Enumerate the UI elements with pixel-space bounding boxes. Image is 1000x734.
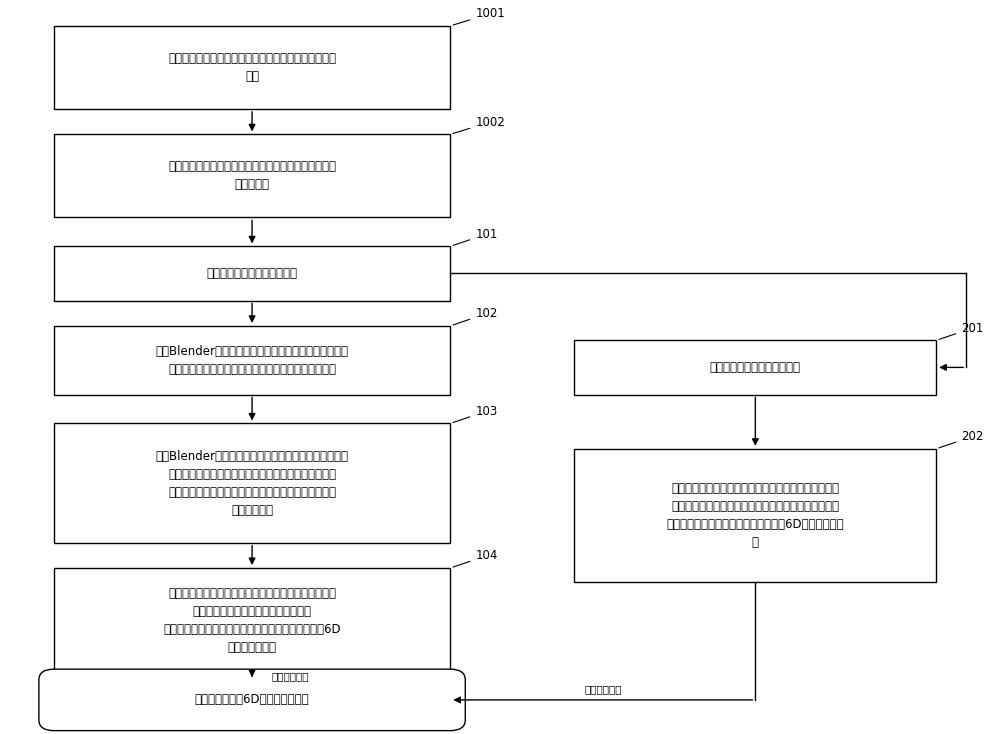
Text: 103: 103	[453, 404, 497, 423]
FancyBboxPatch shape	[54, 424, 450, 542]
Text: 获取目标物体的三维模型数据: 获取目标物体的三维模型数据	[207, 267, 298, 280]
Text: 1002: 1002	[453, 115, 505, 134]
FancyBboxPatch shape	[54, 247, 450, 300]
FancyBboxPatch shape	[54, 568, 450, 673]
Text: 102: 102	[453, 307, 498, 325]
Text: 形成目标物体的6D位姿估计数据集: 形成目标物体的6D位姿估计数据集	[195, 694, 309, 706]
Text: 201: 201	[939, 321, 984, 339]
FancyBboxPatch shape	[574, 448, 936, 583]
FancyBboxPatch shape	[574, 341, 936, 394]
Text: 通过三维扫描仪扫描的方式，获取目标物体的三维点云
数据: 通过三维扫描仪扫描的方式，获取目标物体的三维点云 数据	[168, 52, 336, 83]
Text: 基于视频图像数据，提取目标物体的真实位姿信息，并
基于真实位姿信息与视频图像数据生成真实数据样本，
以便将真实数据样本添加到目标物体的6D位姿估计数据
集: 基于视频图像数据，提取目标物体的真实位姿信息，并 基于真实位姿信息与视频图像数据…	[667, 482, 844, 549]
Text: 合成数据样本: 合成数据样本	[272, 672, 309, 681]
FancyBboxPatch shape	[54, 26, 450, 109]
Text: 基于三维模型、位姿标注信息与背景图像进行图像合成
，得到目标物体的合成数据样本，以便
利用得到的合成数据样本进行汇总，形成目标物体的6D
位姿估计数据集: 基于三维模型、位姿标注信息与背景图像进行图像合成 ，得到目标物体的合成数据样本，…	[163, 587, 341, 654]
Text: 202: 202	[939, 430, 984, 448]
Text: 1001: 1001	[453, 7, 505, 25]
Text: 101: 101	[453, 228, 498, 245]
Text: 基于Blender搭建三维空间，并结合随机生成的模型加载
参数，在三维空间中加载三维模型数据，得到三维模型: 基于Blender搭建三维空间，并结合随机生成的模型加载 参数，在三维空间中加载…	[156, 345, 349, 376]
Text: 104: 104	[453, 549, 498, 567]
Text: 对三维点云数据进行坐标对齐处理，得到目标物体的三
维模型数据: 对三维点云数据进行坐标对齐处理，得到目标物体的三 维模型数据	[168, 160, 336, 192]
FancyBboxPatch shape	[54, 134, 450, 217]
FancyBboxPatch shape	[39, 669, 465, 730]
Text: 获取目标物体的视频图像数据: 获取目标物体的视频图像数据	[710, 361, 801, 374]
FancyBboxPatch shape	[54, 326, 450, 394]
Text: 基于Blender集成的物理引擎，模拟三维模型的自由落体
过程，并在自由落体过程中，对三维模型中的采样点进
行采样，以基于得到的采样点的坐标信息，确定三维模
型: 基于Blender集成的物理引擎，模拟三维模型的自由落体 过程，并在自由落体过程…	[156, 449, 349, 517]
Text: 真实数据样本: 真实数据样本	[584, 684, 622, 694]
